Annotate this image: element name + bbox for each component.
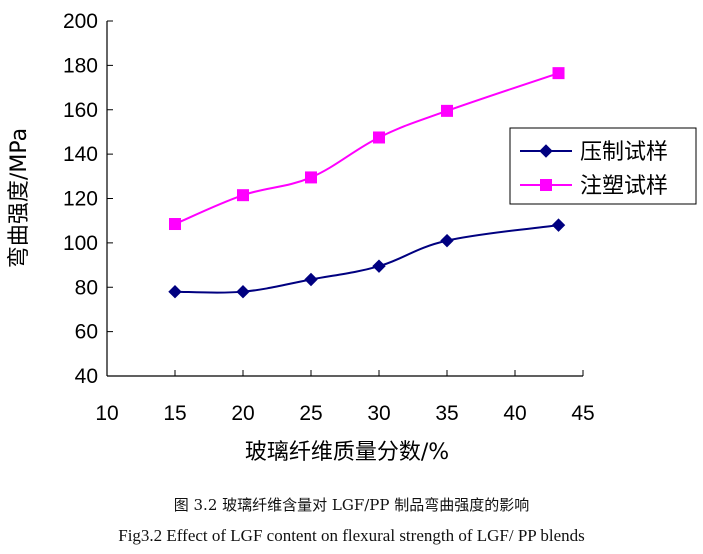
y-tick-label: 80 xyxy=(75,276,98,299)
data-point xyxy=(304,272,318,287)
x-tick-label: 25 xyxy=(299,402,322,425)
data-point xyxy=(237,189,249,202)
x-tick-label: 20 xyxy=(231,402,254,425)
y-tick-label: 180 xyxy=(63,54,98,77)
series-line xyxy=(174,72,559,225)
x-tick-label: 40 xyxy=(503,402,526,425)
series-2 xyxy=(169,67,565,231)
figure-caption-chinese: 图 3.2 玻璃纤维含量对 LGF/PP 制品弯曲强度的影响 xyxy=(173,496,530,514)
figure-caption-english: Fig3.2 Effect of LGF content on flexural… xyxy=(118,526,585,545)
series-1 xyxy=(168,218,566,299)
y-axis-title: 弯曲强度/MPa xyxy=(7,128,32,268)
y-tick-label: 100 xyxy=(63,232,98,255)
legend-box xyxy=(509,127,697,205)
series-line xyxy=(174,224,559,294)
y-tick-label: 200 xyxy=(63,10,98,33)
legend-label: 注塑试样 xyxy=(580,174,668,199)
x-tick-label: 15 xyxy=(163,402,186,425)
x-tick-label: 35 xyxy=(435,402,458,425)
x-tick-label: 10 xyxy=(95,402,118,425)
y-tick-label: 160 xyxy=(63,99,98,122)
y-tick-label: 140 xyxy=(63,143,98,166)
data-point xyxy=(168,284,182,299)
data-point xyxy=(372,259,386,273)
x-tick-label: 45 xyxy=(571,402,594,425)
legend-label: 压制试样 xyxy=(580,140,668,165)
data-point xyxy=(373,131,385,144)
data-point xyxy=(440,233,454,248)
legend-marker xyxy=(540,179,552,191)
y-tick-label: 60 xyxy=(75,321,98,344)
data-point xyxy=(169,218,181,231)
legend-entry: 注塑试样 xyxy=(520,174,668,199)
x-axis-title: 玻璃纤维质量分数/% xyxy=(245,440,449,465)
y-tick-label: 120 xyxy=(63,188,98,211)
data-point xyxy=(441,104,453,117)
legend-entry: 压制试样 xyxy=(520,140,668,165)
data-point xyxy=(552,67,565,80)
data-point xyxy=(305,171,317,184)
data-point xyxy=(236,284,250,299)
data-point xyxy=(551,218,566,232)
x-tick-label: 30 xyxy=(367,402,390,425)
y-tick-label: 40 xyxy=(75,365,98,388)
legend-marker xyxy=(539,144,553,158)
